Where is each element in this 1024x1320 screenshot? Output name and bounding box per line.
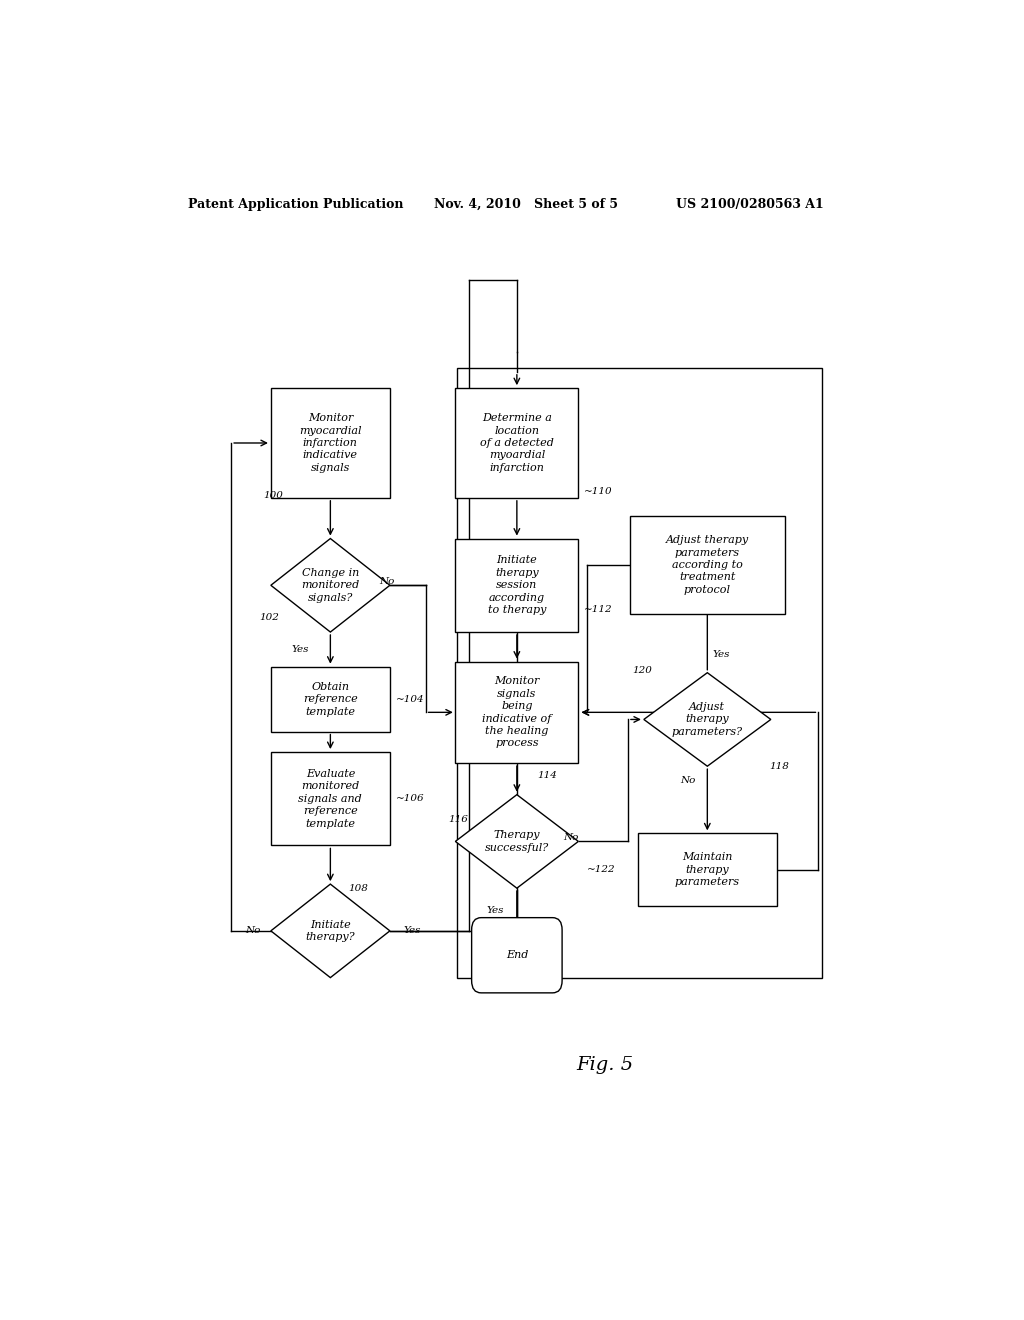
Text: Initiate
therapy?: Initiate therapy? — [305, 920, 355, 942]
FancyBboxPatch shape — [472, 917, 562, 993]
Text: 118: 118 — [769, 762, 790, 771]
FancyBboxPatch shape — [456, 388, 579, 498]
Text: Yes: Yes — [486, 906, 504, 915]
Text: Monitor
myocardial
infarction
indicative
signals: Monitor myocardial infarction indicative… — [299, 413, 361, 473]
FancyBboxPatch shape — [270, 667, 390, 731]
Text: 102: 102 — [259, 614, 279, 622]
Text: ~112: ~112 — [584, 605, 612, 614]
Text: Yes: Yes — [712, 649, 729, 659]
Text: Monitor
signals
being
indicative of
the healing
process: Monitor signals being indicative of the … — [482, 676, 552, 748]
Text: 114: 114 — [538, 771, 557, 780]
Text: US 2100/0280563 A1: US 2100/0280563 A1 — [676, 198, 823, 211]
Text: Adjust
therapy
parameters?: Adjust therapy parameters? — [672, 702, 742, 737]
Text: Change in
monitored
signals?: Change in monitored signals? — [301, 568, 359, 603]
Text: 116: 116 — [449, 814, 469, 824]
Polygon shape — [270, 884, 390, 978]
Text: ~104: ~104 — [396, 694, 425, 704]
FancyBboxPatch shape — [270, 752, 390, 846]
Text: 108: 108 — [348, 883, 369, 892]
FancyBboxPatch shape — [638, 833, 777, 907]
Text: No: No — [246, 927, 261, 936]
Text: Yes: Yes — [403, 927, 421, 936]
Text: Obtain
reference
template: Obtain reference template — [303, 681, 357, 717]
Text: No: No — [563, 833, 579, 842]
Text: Nov. 4, 2010   Sheet 5 of 5: Nov. 4, 2010 Sheet 5 of 5 — [433, 198, 617, 211]
Text: ~110: ~110 — [584, 487, 612, 496]
Text: No: No — [680, 776, 695, 785]
Polygon shape — [456, 795, 579, 888]
Polygon shape — [270, 539, 390, 632]
FancyBboxPatch shape — [456, 661, 579, 763]
Text: Adjust therapy
parameters
according to
treatment
protocol: Adjust therapy parameters according to t… — [666, 535, 749, 595]
Text: Patent Application Publication: Patent Application Publication — [187, 198, 403, 211]
Text: Therapy
successful?: Therapy successful? — [484, 830, 549, 853]
Text: 120: 120 — [633, 667, 652, 675]
FancyBboxPatch shape — [270, 388, 390, 498]
Text: Evaluate
monitored
signals and
reference
template: Evaluate monitored signals and reference… — [298, 770, 362, 829]
Text: Yes: Yes — [292, 645, 309, 653]
Text: 100: 100 — [263, 491, 283, 500]
Text: Determine a
location
of a detected
myoardial
infarction: Determine a location of a detected myoar… — [480, 413, 554, 473]
FancyBboxPatch shape — [456, 539, 579, 632]
Text: Maintain
therapy
parameters: Maintain therapy parameters — [675, 853, 740, 887]
Polygon shape — [644, 673, 771, 766]
Text: No: No — [379, 577, 394, 586]
Text: ~106: ~106 — [396, 795, 425, 804]
Text: End: End — [506, 950, 528, 960]
Text: Initiate
therapy
session
according
to therapy: Initiate therapy session according to th… — [487, 556, 546, 615]
FancyBboxPatch shape — [630, 516, 784, 614]
Text: ~122: ~122 — [587, 866, 615, 874]
Text: Fig. 5: Fig. 5 — [577, 1056, 634, 1074]
